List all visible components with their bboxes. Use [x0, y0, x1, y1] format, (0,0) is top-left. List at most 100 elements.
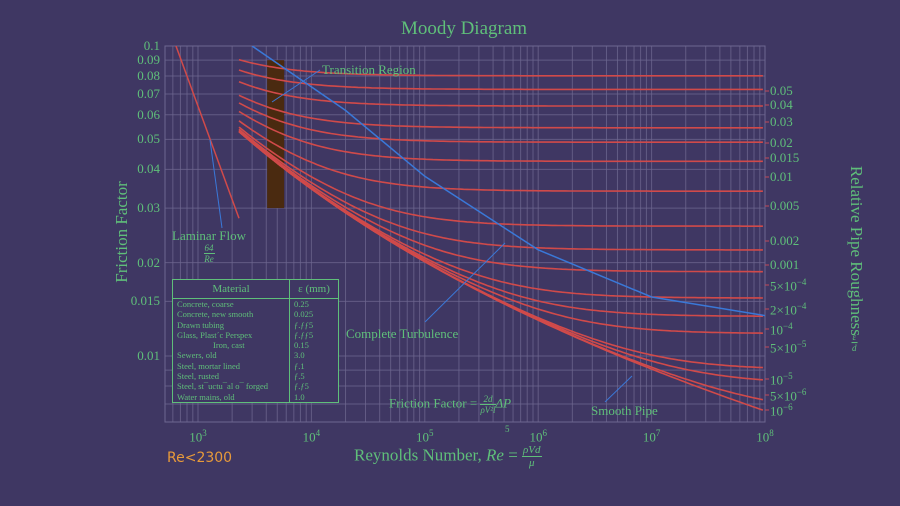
table-cell-epsilon: ƒ.ƒƒ5 [289, 319, 339, 330]
table-cell-material: Glass, Plast´c Perspex [177, 329, 253, 340]
x-tick-label: 104 [291, 428, 331, 445]
roughness-tick-label: 2×10−4 [770, 301, 806, 318]
colebrook-curve [238, 110, 763, 163]
table-cell-material: Concrete, coarse [177, 299, 234, 309]
colebrook-curve [238, 102, 763, 143]
table-cell-epsilon: ƒ.5 [289, 371, 339, 382]
annotation-leader-line [604, 375, 633, 403]
x-axis-label-var: Re [486, 445, 504, 465]
tick-base: 10 [770, 322, 783, 338]
laminar-flow-line [175, 46, 240, 219]
table-cell-material: Water mains, old [177, 391, 235, 402]
colebrook-curve [238, 94, 763, 129]
annotation-transition-region: Transition Region [322, 62, 416, 77]
x-axis-fraction: ρVd μ [522, 444, 542, 469]
stray-tick-label: 5 [505, 424, 510, 434]
table-row: Glass, Plast´c Perspex ƒ.ƒƒ5 [173, 329, 339, 341]
table-cell-epsilon: ƒ.ƒƒ5 [289, 329, 339, 341]
colebrook-curve [238, 80, 763, 107]
table-cell-epsilon: 0.25 [289, 298, 339, 310]
colebrook-curve [238, 130, 764, 411]
x-axis-label-eq: = [503, 445, 523, 465]
laminar-fraction: 64 Re [203, 243, 215, 264]
roughness-tick-label: 0.01 [770, 169, 793, 185]
x-tick-label: 108 [745, 428, 785, 445]
table-row: Concrete, coarse 0.25 [173, 298, 339, 310]
tick-base: 0.02 [770, 135, 793, 150]
tick-base: 5×10 [770, 388, 797, 404]
x-axis-label: Reynolds Number, Re = ρVd μ [354, 444, 542, 469]
y-tick-label: 0.05 [137, 131, 160, 147]
table-cell-epsilon: ƒ.1 [289, 360, 339, 372]
tick-base: 0.001 [770, 257, 800, 272]
table-cell-epsilon: 1.0 [289, 391, 339, 403]
tick-exponent: −5 [783, 371, 793, 381]
table-row: Drawn tubing ƒ.ƒƒ5 [173, 319, 339, 330]
tick-exponent: 3 [202, 428, 207, 438]
y-tick-label: 0.04 [137, 161, 160, 177]
tick-exponent: −6 [796, 387, 807, 397]
colebrook-curve [238, 69, 763, 91]
roughness-tick-label: 10−4 [770, 321, 793, 338]
roughness-tick-label: 5×10−5 [770, 339, 806, 356]
x-tick-label: 103 [178, 428, 218, 445]
roughness-fraction: ε d [851, 332, 858, 354]
tick-base: 10 [189, 429, 203, 445]
table-cell-material: Concrete, new smooth [177, 309, 254, 320]
equation-fraction: 2d ρV²l [480, 394, 496, 415]
roughness-tick-label: 0.002 [770, 233, 799, 249]
roughness-tick-label: 10−6 [770, 402, 793, 419]
colebrook-curve [238, 120, 763, 192]
table-cell-epsilon: 3.0 [289, 350, 339, 361]
table-header-material: Material [172, 279, 290, 299]
y-tick-label: 0.01 [137, 348, 160, 363]
fraction-denominator: μ [529, 457, 535, 469]
material-roughness-table: Material ε (mm) Concrete, coarse 0.25 Conc… [172, 279, 339, 403]
equation-tail: ΔP [495, 395, 512, 411]
table-cell-material: Iron, cast [213, 340, 245, 351]
y-tick-label: 0.03 [137, 200, 160, 216]
tick-base: 0.005 [770, 198, 800, 213]
tick-base: 10 [642, 429, 656, 445]
table-header-epsilon: ε (mm) [289, 279, 339, 299]
reynolds-threshold-note: Re<2300 [167, 450, 233, 466]
laminar-label: Laminar Flow [172, 228, 247, 243]
fraction-numerator: ε [851, 332, 858, 344]
annotation-laminar-flow: Laminar Flow 64 Re [172, 228, 246, 264]
table-cell-material: Steel, rusted [177, 371, 220, 382]
tick-base: 5×10 [770, 340, 797, 356]
y-tick-label: 0.06 [137, 106, 160, 122]
chart-title: Moody Diagram [400, 18, 528, 39]
complete-turbulence-boundary [251, 46, 765, 317]
tick-base: 10 [770, 372, 783, 388]
curves-group [175, 46, 765, 411]
tick-exponent: −4 [796, 277, 807, 287]
roughness-axis-label-text: Relative Pipe Roughness [846, 165, 866, 336]
tick-base: 0.015 [770, 150, 800, 165]
fraction-denominator: d [852, 343, 857, 354]
tick-exponent: −6 [783, 402, 793, 412]
y-tick-label: 0.015 [130, 293, 160, 309]
fraction-numerator: 2d [480, 394, 496, 405]
x-tick-label: 105 [405, 428, 445, 445]
y-tick-label: 0.08 [137, 68, 160, 84]
table-cell-material: Drawn tubing [177, 319, 224, 330]
roughness-tick-label: 10−5 [770, 371, 793, 388]
roughness-tick-label: 0.03 [770, 114, 793, 130]
roughness-tick-label: 0.04 [770, 97, 793, 113]
annotation-friction-factor-equation: Friction Factor = 2d ρV²l ΔP [389, 394, 511, 415]
tick-base: 10 [770, 403, 783, 419]
colebrook-curve [238, 58, 763, 77]
annotation-complete-turbulence: Complete Turbulence [346, 326, 459, 341]
tick-base: 0.01 [770, 169, 793, 184]
tick-base: 10 [416, 429, 430, 445]
tick-base: 0.002 [770, 233, 800, 248]
y-axis-label: Friction Factor [112, 181, 131, 283]
y-tick-label: 0.1 [143, 38, 160, 53]
table-row: Concrete, new smooth 0.025 [173, 309, 339, 320]
tick-base: 0.05 [770, 83, 793, 98]
tick-base: 2×10 [770, 302, 797, 318]
roughness-axis-label: Relative Pipe Roughness ε d [844, 161, 866, 354]
roughness-tick-label: 0.005 [770, 198, 799, 214]
